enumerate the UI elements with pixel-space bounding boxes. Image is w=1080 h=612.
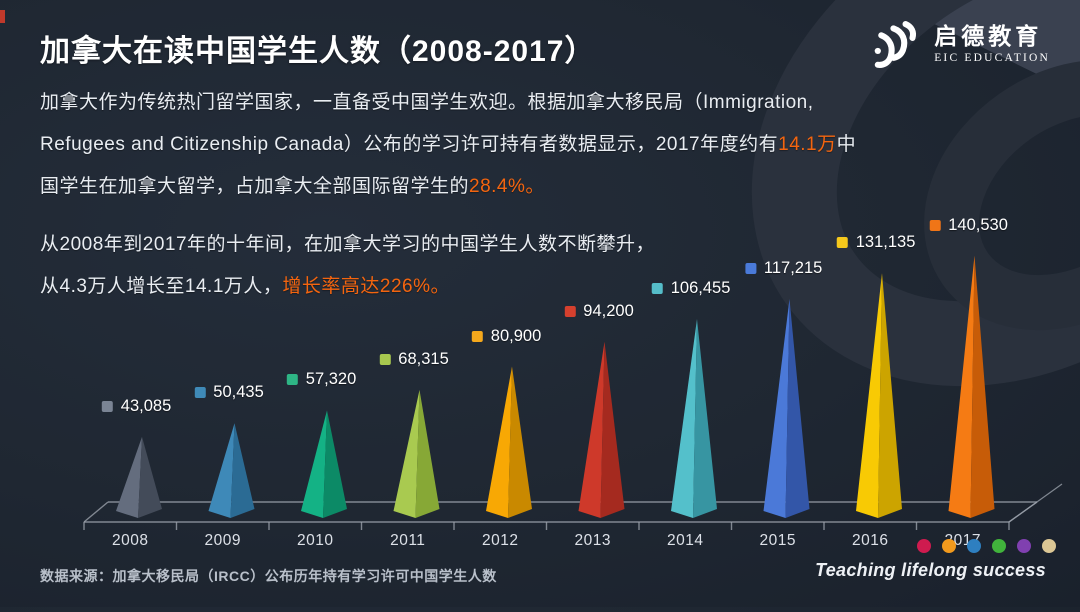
series-color-swatch — [564, 305, 576, 317]
cone-light-face — [116, 436, 142, 518]
series-color-swatch — [929, 219, 941, 231]
series-color-swatch — [836, 237, 848, 249]
year-label: 2008 — [112, 532, 149, 549]
value-text: 68,315 — [398, 349, 449, 368]
cone-dark-face — [230, 423, 255, 518]
page-title: 加拿大在读中国学生人数（2008-2017） — [40, 35, 596, 68]
eic-logo: 启德教育 EIC EDUCATION — [870, 18, 1050, 70]
value-label: 57,320 — [286, 370, 357, 389]
body-text: 从2008年到2017年的十年间，在加拿大学习的中国学生人数不断攀升， — [40, 234, 656, 255]
series-color-swatch — [471, 330, 483, 342]
value-text: 94,200 — [583, 301, 634, 320]
cone-dark-face — [138, 436, 162, 518]
value-text: 131,135 — [855, 233, 916, 252]
value-text: 50,435 — [213, 383, 264, 402]
logo-cn: 启德教育 — [934, 22, 1043, 49]
value-text: 43,085 — [120, 396, 172, 415]
cone-dark-face — [323, 410, 347, 518]
value-label: 80,900 — [471, 326, 542, 346]
cone-light-face — [393, 389, 420, 518]
series-color-swatch — [194, 387, 206, 399]
series-color-swatch — [651, 282, 663, 294]
year-label: 2010 — [297, 532, 334, 549]
red-edge-accent — [0, 10, 5, 23]
year-label: 2015 — [759, 532, 796, 549]
value-label: 50,435 — [194, 383, 264, 402]
value-text: 117,215 — [763, 258, 823, 277]
eic-logo-icon — [874, 21, 917, 68]
cone-dark-face — [415, 389, 440, 518]
value-label: 68,315 — [379, 349, 449, 369]
value-label: 117,215 — [744, 258, 823, 278]
value-label: 106,455 — [651, 278, 731, 298]
highlight-text: 14.1万 — [778, 134, 837, 155]
legend-dot — [942, 539, 956, 553]
legend-dot — [992, 539, 1006, 553]
cone-dark-face — [508, 366, 532, 518]
value-label: 140,530 — [929, 216, 1008, 235]
eic-logo-text: 启德教育 EIC EDUCATION — [934, 22, 1050, 65]
body-text: 从4.3万人增长至14.1万人， — [40, 276, 283, 297]
value-label: 43,085 — [101, 396, 172, 416]
body-text: 中 — [836, 134, 857, 155]
cone-light-face — [208, 423, 235, 518]
year-label: 2016 — [852, 532, 889, 549]
year-label: 2011 — [390, 532, 426, 549]
intro-paragraph-1: 加拿大作为传统热门留学国家，一直备受中国学生欢迎。根据加拿大移民局（Immigr… — [40, 82, 875, 208]
cone-dark-face — [878, 273, 902, 518]
cone-dark-face — [785, 299, 810, 518]
cone-dark-face — [970, 255, 995, 518]
series-color-swatch — [379, 353, 391, 365]
year-label: 2012 — [482, 532, 519, 549]
cone-light-face — [301, 410, 327, 518]
body-text: 国学生在加拿大留学，占加拿大全部国际留学生的 — [40, 176, 470, 197]
highlight-text: 28.4%。 — [469, 176, 545, 197]
series-color-swatch — [286, 374, 298, 386]
source-note: 数据来源：加拿大移民局（IRCC）公布历年持有学习许可中国学生人数 — [40, 568, 497, 584]
legend-dot — [967, 539, 981, 553]
series-color-swatch — [101, 400, 113, 412]
intro-paragraph-2: 从2008年到2017年的十年间，在加拿大学习的中国学生人数不断攀升， 从4.3万… — [40, 224, 875, 308]
value-label: 94,200 — [564, 301, 634, 321]
body-text: Refugees and Citizenship Canada）公布的学习许可持… — [40, 134, 779, 155]
cone-light-face — [671, 319, 697, 518]
legend-dots — [917, 539, 1056, 553]
year-label: 2009 — [204, 532, 241, 549]
legend-dot — [917, 539, 931, 553]
value-text: 106,455 — [670, 278, 731, 297]
value-text: 57,320 — [305, 370, 357, 389]
cone-light-face — [763, 299, 790, 518]
cone-light-face — [486, 366, 512, 518]
cone-light-face — [578, 341, 605, 518]
cone-dark-face — [600, 341, 625, 518]
series-color-swatch — [744, 262, 756, 274]
legend-dot — [1017, 539, 1031, 553]
value-text: 140,530 — [948, 215, 1008, 234]
logo-en: EIC EDUCATION — [934, 51, 1050, 64]
value-text: 80,900 — [490, 326, 542, 345]
cone-light-face — [948, 255, 975, 518]
cone-light-face — [856, 273, 882, 518]
year-label: 2014 — [667, 532, 704, 549]
body-text: 加拿大作为传统热门留学国家，一直备受中国学生欢迎。根据加拿大移民局（Immigr… — [40, 92, 814, 113]
year-label: 2013 — [574, 532, 611, 549]
cone-dark-face — [693, 319, 717, 518]
highlight-text: 增长率高达226%。 — [282, 276, 451, 297]
legend-dot — [1042, 539, 1056, 553]
value-label: 131,135 — [836, 233, 916, 252]
slogan: Teaching lifelong success — [815, 560, 1046, 580]
